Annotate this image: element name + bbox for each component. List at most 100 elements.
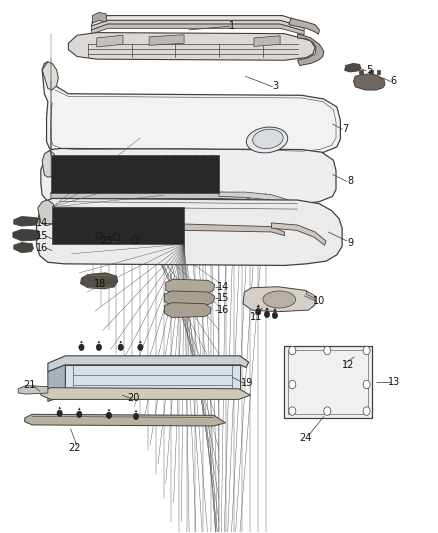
Circle shape [363,407,370,415]
Polygon shape [265,307,269,310]
Polygon shape [42,151,57,177]
Circle shape [106,412,112,418]
Circle shape [289,380,296,389]
Polygon shape [48,365,65,401]
Polygon shape [369,70,373,74]
Text: 8: 8 [347,176,353,187]
Polygon shape [68,33,315,60]
Circle shape [256,309,261,315]
Ellipse shape [246,127,288,153]
Circle shape [272,312,278,319]
Polygon shape [97,227,101,231]
Text: 10: 10 [313,296,325,306]
Text: 6: 6 [391,77,397,86]
Circle shape [79,344,84,351]
Polygon shape [139,341,142,343]
Polygon shape [134,231,137,235]
Circle shape [324,346,331,355]
Polygon shape [166,279,215,294]
Circle shape [265,311,270,318]
Polygon shape [149,35,184,45]
Polygon shape [52,207,184,244]
Polygon shape [273,308,277,311]
Text: 15: 15 [217,293,230,303]
Circle shape [96,232,102,239]
Circle shape [324,407,331,415]
Text: 14: 14 [217,282,230,292]
Text: 3: 3 [273,81,279,91]
Polygon shape [42,62,58,90]
Polygon shape [254,36,280,46]
Text: 22: 22 [68,443,80,453]
Polygon shape [108,408,110,411]
Polygon shape [184,224,285,236]
Polygon shape [13,229,40,241]
Polygon shape [14,216,38,226]
Polygon shape [98,341,100,343]
Text: 16: 16 [36,243,48,253]
Polygon shape [58,406,61,409]
Text: 5: 5 [367,65,373,75]
Polygon shape [345,63,361,72]
Polygon shape [18,385,48,394]
Text: 24: 24 [299,433,311,443]
Polygon shape [51,192,254,199]
Text: 15: 15 [36,231,48,241]
Polygon shape [92,12,106,23]
Text: 21: 21 [23,379,35,390]
Polygon shape [297,34,324,66]
Text: 13: 13 [388,377,400,387]
Polygon shape [97,35,123,47]
Polygon shape [14,243,33,253]
Polygon shape [289,18,319,34]
Polygon shape [92,20,304,31]
Circle shape [138,344,143,351]
Text: 20: 20 [127,393,140,403]
Text: 12: 12 [342,360,354,370]
Polygon shape [120,341,122,343]
Polygon shape [353,74,385,90]
Polygon shape [41,387,251,399]
Polygon shape [272,223,326,245]
Polygon shape [219,192,289,204]
Polygon shape [92,24,304,35]
Polygon shape [36,198,342,265]
Circle shape [57,410,62,416]
Polygon shape [81,273,118,289]
Polygon shape [41,149,336,204]
Polygon shape [377,70,380,74]
Circle shape [77,411,82,417]
Polygon shape [42,62,340,155]
Circle shape [118,344,124,351]
Circle shape [132,236,138,244]
Circle shape [289,346,296,355]
Bar [285,346,372,418]
Polygon shape [78,407,81,410]
Polygon shape [92,15,306,27]
Text: 9: 9 [347,238,353,247]
Text: 14: 14 [36,218,48,228]
Circle shape [96,344,102,351]
Circle shape [363,346,370,355]
Circle shape [289,407,296,415]
Polygon shape [164,291,215,306]
Circle shape [363,380,370,389]
Polygon shape [65,365,240,395]
Text: 11: 11 [250,312,262,322]
Text: 18: 18 [94,279,106,288]
Circle shape [134,413,139,419]
Polygon shape [48,356,249,372]
Polygon shape [164,303,211,318]
Ellipse shape [263,291,296,308]
Polygon shape [257,304,260,308]
Text: 16: 16 [217,305,230,315]
Ellipse shape [253,129,283,149]
Polygon shape [243,287,315,312]
Bar [288,351,368,414]
Polygon shape [25,414,226,426]
Polygon shape [306,291,315,298]
Text: 23: 23 [100,236,113,246]
Text: 7: 7 [343,124,349,134]
Polygon shape [38,200,55,225]
Polygon shape [135,409,138,412]
